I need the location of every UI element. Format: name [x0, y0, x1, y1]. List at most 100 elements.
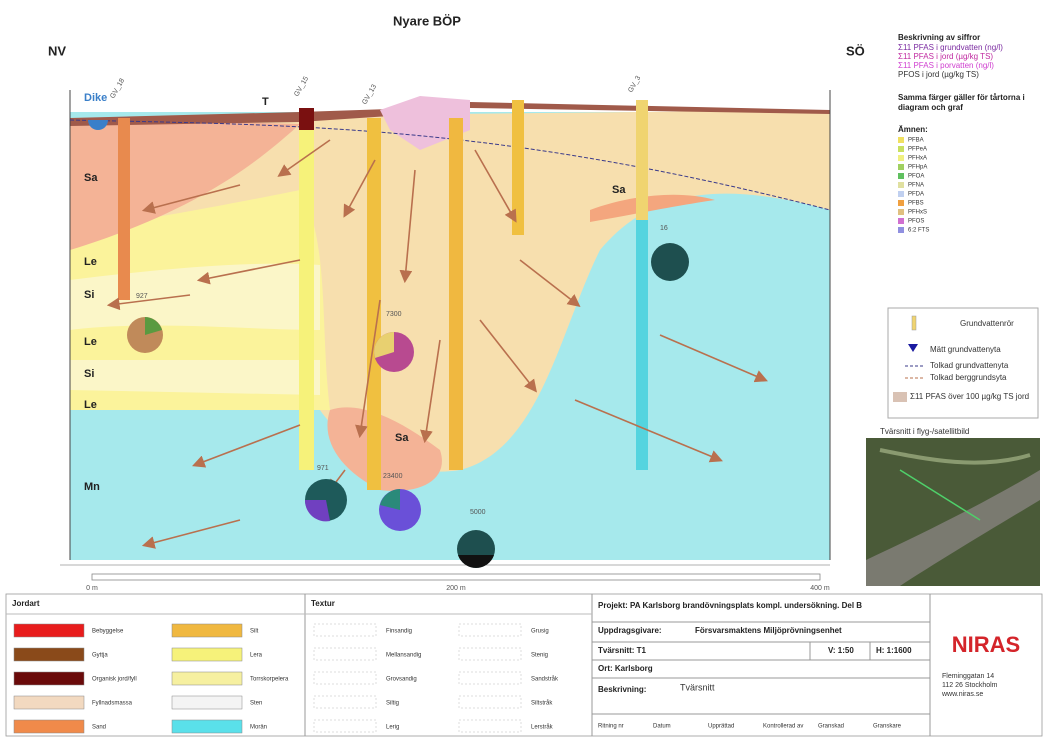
soil-label: Sten: [250, 701, 262, 707]
substance-swatch: [898, 155, 904, 161]
substance-swatch: [898, 209, 904, 215]
legend-heading: Jordart: [12, 599, 40, 608]
texture-label: Grovsandig: [386, 677, 417, 683]
bottom-panel: Jordart Textur Bebyggelse Gyttja Organisk …: [6, 594, 1042, 736]
texture-swatch: [459, 672, 521, 684]
texture-label: Finsandig: [386, 629, 412, 635]
value-label: 16: [660, 225, 668, 232]
layer-label: Sa: [612, 184, 626, 196]
footer-label: Upprättad: [708, 724, 734, 730]
substance-swatch: [898, 164, 904, 170]
soil-label: Torrskorpelera: [250, 677, 289, 683]
direction-label: SÖ: [846, 43, 865, 58]
substance-swatch: [898, 182, 904, 188]
substance-swatch: [898, 146, 904, 152]
substance-label: PFHpA: [908, 165, 927, 171]
soil-swatch: [172, 720, 242, 733]
legend-heading: Ämnen:: [898, 125, 928, 134]
legend-heading: Textur: [311, 599, 335, 608]
layer-label: Si: [84, 289, 94, 301]
soil-swatch: [14, 672, 84, 685]
soil-swatch: [14, 624, 84, 637]
substance-label: PFNA: [908, 183, 924, 189]
logo: NIRAS: [952, 632, 1020, 657]
scale-bar: [92, 574, 820, 580]
soil-label: Bebyggelse: [92, 629, 124, 635]
texture-label: Lerstråk: [531, 724, 554, 731]
soil-label: Sand: [92, 725, 106, 731]
scale-label: 400 m: [810, 585, 830, 592]
texture-swatch: [314, 672, 376, 684]
substance-swatch: [898, 218, 904, 224]
h-scale: H: 1:1600: [876, 646, 912, 655]
legend-item: Tolkad berggrundsyta: [930, 373, 1007, 382]
value-label: 927: [136, 293, 148, 300]
footer-label: Kontrollerad av: [763, 724, 803, 730]
legend-item: Grundvattenrör: [960, 319, 1014, 328]
texture-label: Siltstråk: [531, 700, 553, 707]
value-label: 5000: [470, 509, 486, 516]
value-label: 971: [317, 465, 329, 472]
soil-swatch: [14, 720, 84, 733]
substance-label: PFPeA: [908, 147, 927, 153]
layer-label: Le: [84, 256, 97, 268]
scale-label: 0 m: [86, 585, 98, 592]
substance-label: PFHxA: [908, 156, 927, 162]
texture-label: Sandstråk: [531, 676, 559, 683]
value-label: 23400: [383, 473, 403, 480]
legend-item: Tolkad grundvattenyta: [930, 361, 1009, 370]
texture-swatch: [314, 696, 376, 708]
substance-swatch: [898, 227, 904, 233]
section-id: Tvärsnitt: T1: [598, 646, 647, 655]
texture-swatch: [314, 624, 376, 636]
texture-label: Grusig: [531, 629, 549, 635]
layer-label: Sa: [84, 172, 98, 184]
footer-label: Datum: [653, 724, 671, 730]
value-label: 7300: [386, 311, 402, 318]
substance-label: PFBS: [908, 201, 924, 207]
layer-label: Dike: [84, 92, 107, 104]
geology: [60, 90, 830, 565]
texture-swatch: [459, 696, 521, 708]
v-scale: V: 1:50: [828, 646, 854, 655]
layer-label: T: [262, 96, 269, 108]
substance-label: PFBA: [908, 138, 924, 144]
texture-label: Mellansandig: [386, 653, 421, 659]
legend-heading: Beskrivning av siffror: [898, 33, 980, 42]
soil-label: Lera: [250, 653, 263, 659]
address: www.niras.se: [941, 691, 983, 698]
direction-label: NV: [48, 43, 66, 58]
address: 112 26 Stockholm: [942, 682, 998, 689]
project: Projekt: PA Karlsborg brandövningsplats …: [598, 601, 862, 610]
layer-label: Mn: [84, 481, 100, 493]
borehole-label: GV_13: [361, 83, 378, 105]
map-caption: Tvärsnitt i flyg-/satellitbild: [880, 427, 969, 436]
substance-label: PFOA: [908, 174, 924, 180]
substance-swatch: [898, 173, 904, 179]
legend-note: Samma färger gäller för tårtorna i: [898, 93, 1025, 102]
right-legend: Beskrivning av siffror Σ11 PFAS i grundv…: [866, 33, 1040, 586]
footer-label: Granskare: [873, 724, 902, 730]
substance-label: 6:2 FTS: [908, 228, 929, 234]
layer-label: Le: [84, 399, 97, 411]
texture-swatch: [314, 720, 376, 732]
soil-swatch: [14, 696, 84, 709]
description-label: Beskrivning:: [598, 685, 646, 694]
borehole-label: GV_3: [627, 75, 642, 94]
layer-label: Si: [84, 368, 94, 380]
client-label: Uppdragsgivare:: [598, 626, 662, 635]
legend-line: Σ11 PFAS i grundvatten (ng/l): [898, 43, 1003, 52]
soil-swatch: [172, 696, 242, 709]
substance-swatch: [898, 200, 904, 206]
texture-swatch: [314, 648, 376, 660]
soil-label: Silt: [250, 629, 259, 635]
legend-item: Mätt grundvattenyta: [930, 345, 1001, 354]
soil-label: Gyttja: [92, 653, 108, 659]
soil-label: Morän: [250, 725, 267, 731]
texture-swatch: [459, 720, 521, 732]
borehole-label: GV_18: [109, 77, 126, 99]
texture-label: Stenig: [531, 653, 548, 659]
soil-label: Organisk jord/fyll: [92, 677, 137, 683]
legend-line: Σ11 PFAS i jord (µg/kg TS): [898, 52, 993, 61]
borehole-label: GV_15: [293, 75, 310, 97]
